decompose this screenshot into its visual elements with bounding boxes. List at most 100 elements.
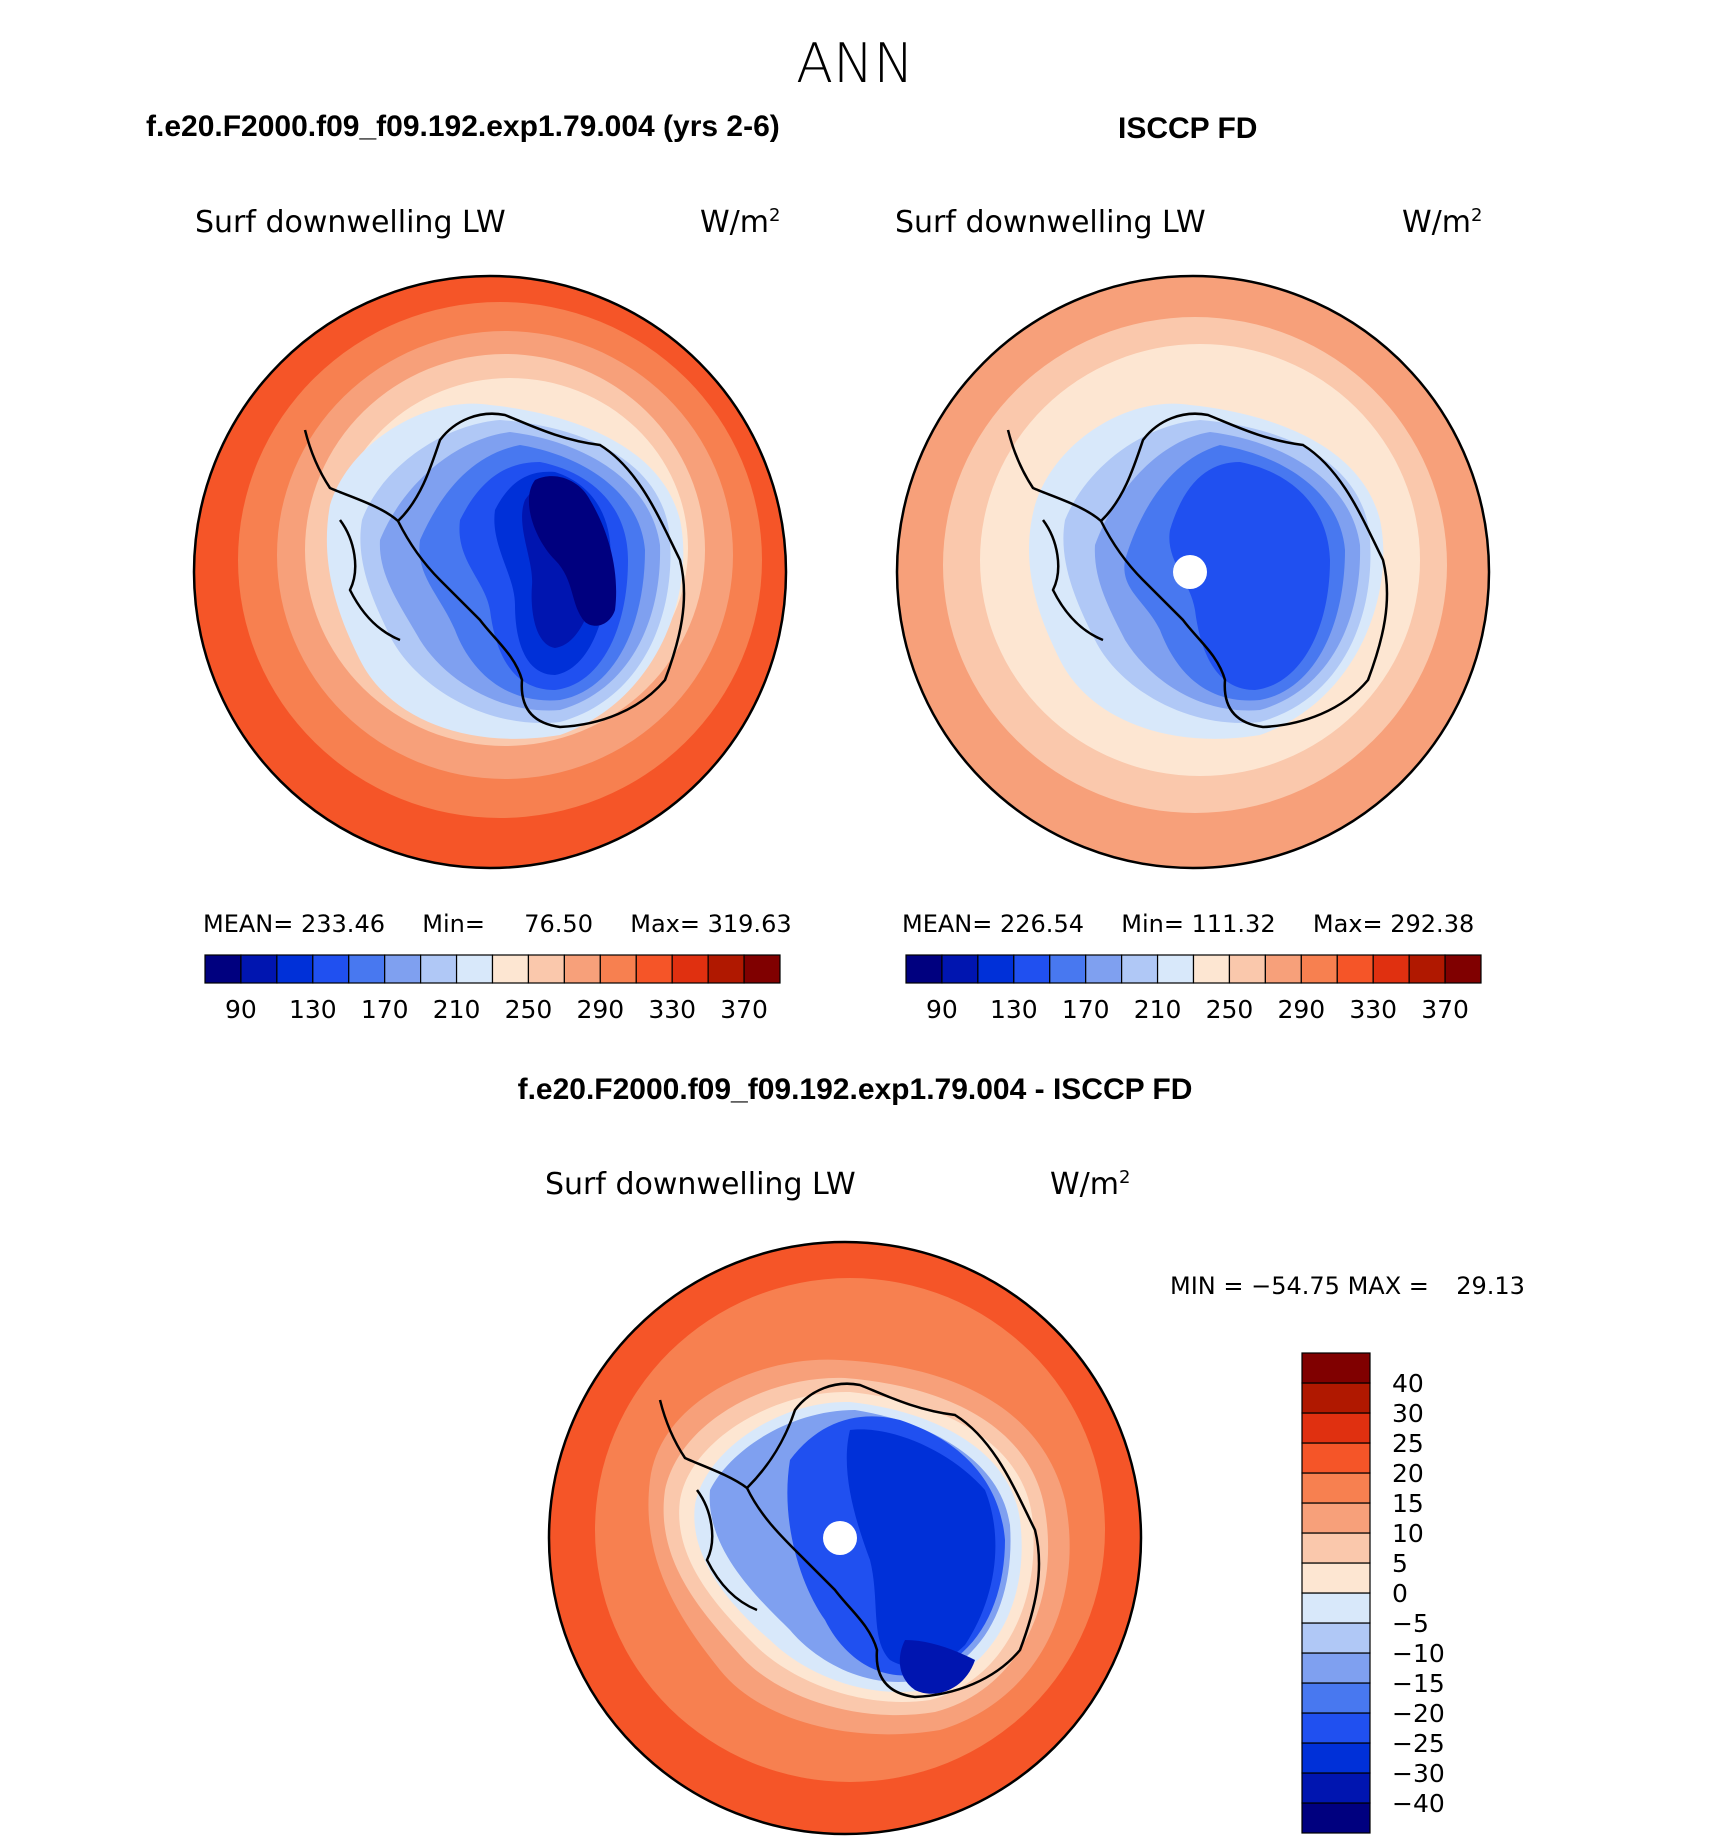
obs-map [895, 274, 1491, 870]
diff-map [547, 1240, 1143, 1836]
colorbar-bin [348, 954, 386, 984]
colorbar-bin [1301, 1532, 1371, 1564]
colorbar-tick-label: 25 [1392, 1429, 1424, 1458]
colorbar-bin [707, 954, 745, 984]
model-min-label: Min= [422, 910, 485, 938]
colorbar-bin [276, 954, 314, 984]
colorbar-bin [1301, 1472, 1371, 1504]
colorbar-bin [1444, 954, 1482, 984]
colorbar-tick-label: 290 [576, 995, 624, 1024]
colorbar-bin [527, 954, 565, 984]
colorbar-tick-label: 170 [1062, 995, 1110, 1024]
diff-max-label: MAX = [1347, 1272, 1429, 1300]
model-title: f.e20.F2000.f09_f09.192.exp1.79.004 (yrs… [146, 110, 780, 143]
colorbar-bin [635, 954, 673, 984]
obs-min-label: Min= [1121, 910, 1184, 938]
season-title: ANN [796, 32, 914, 95]
obs-stats: MEAN= 226.54 Min= 111.32 Max= 292.38 [902, 910, 1474, 938]
colorbar-bin [1301, 1652, 1371, 1684]
colorbar-tick-label: 15 [1392, 1489, 1424, 1518]
obs-mean-value: 226.54 [1000, 910, 1084, 938]
colorbar-tick-label: −25 [1392, 1729, 1445, 1758]
model-units-base: W/m [700, 205, 769, 240]
colorbar-bin [1301, 1412, 1371, 1444]
colorbar-tick-label: 5 [1392, 1549, 1408, 1578]
colorbar-tick-label: −5 [1392, 1609, 1429, 1638]
diff-units-base: W/m [1050, 1167, 1119, 1202]
colorbar-bin [1301, 1382, 1371, 1414]
colorbar-bin [1301, 1712, 1371, 1744]
colorbar-tick-label: −10 [1392, 1639, 1445, 1668]
colorbar-bin [1264, 954, 1302, 984]
colorbar-tick-label: 330 [648, 995, 696, 1024]
colorbar-bin [455, 954, 494, 984]
model-colorbar: 90 130 170 210 250 290 330 370 [204, 954, 781, 1024]
colorbar-tick-label: 210 [1134, 995, 1182, 1024]
colorbar-bin [1228, 954, 1266, 984]
colorbar-bin [204, 954, 242, 984]
colorbar-tick-label: 40 [1392, 1369, 1424, 1398]
model-mean-label: MEAN= [203, 910, 294, 938]
diff-max-value: 29.13 [1456, 1272, 1525, 1300]
colorbar-bin [743, 954, 781, 984]
colorbar-tick-label: 290 [1277, 995, 1325, 1024]
diff-stats: MIN = −54.75 MAX = 29.13 [1170, 1272, 1525, 1300]
model-stats: MEAN= 233.46 Min= 76.50 Max= 319.63 [203, 910, 792, 938]
obs-max-label: Max= [1312, 910, 1383, 938]
colorbar-tick-label: 370 [720, 995, 768, 1024]
colorbar-tick-label: 130 [990, 995, 1038, 1024]
colorbar-bin [1301, 1562, 1371, 1594]
colorbar-tick-label: 90 [225, 995, 257, 1024]
diff-variable-label: Surf downwelling LW [545, 1167, 856, 1202]
colorbar-bin [1301, 1772, 1371, 1804]
obs-max-value: 292.38 [1390, 910, 1475, 938]
colorbar-tick-label: 250 [505, 995, 553, 1024]
colorbar-tick-label: 30 [1392, 1399, 1424, 1428]
model-units-exp: 2 [769, 205, 781, 226]
colorbar-bin [1301, 1622, 1371, 1654]
obs-title: ISCCP FD [1118, 112, 1258, 145]
diff-min-label: MIN = [1170, 1272, 1244, 1300]
diff-min-value: −54.75 [1251, 1272, 1340, 1300]
colorbar-bin [1049, 954, 1087, 984]
colorbar-bin [1301, 1802, 1371, 1834]
obs-colorbar: 90 130 170 210 250 290 330 370 [905, 954, 1482, 1024]
model-max-label: Max= [630, 910, 700, 938]
colorbar-bin [1121, 954, 1159, 984]
obs-units: W/m2 [1402, 205, 1482, 240]
colorbar-bin [977, 954, 1015, 984]
colorbar-bin [599, 954, 637, 984]
obs-units-exp: 2 [1471, 205, 1483, 226]
obs-variable-label: Surf downwelling LW [895, 205, 1206, 240]
colorbar-tick-label: 130 [289, 995, 337, 1024]
diff-units-exp: 2 [1119, 1167, 1131, 1188]
model-units: W/m2 [700, 205, 780, 240]
diff-units: W/m2 [1050, 1167, 1130, 1202]
colorbar-bin [1013, 954, 1051, 984]
colorbar-bin [1156, 954, 1195, 984]
obs-min-value: 111.32 [1191, 910, 1276, 938]
colorbar-tick-label: 90 [926, 995, 958, 1024]
colorbar-tick-label: 210 [433, 995, 481, 1024]
obs-mean-label: MEAN= [902, 910, 993, 938]
colorbar-bin [420, 954, 458, 984]
colorbar-bin [1085, 954, 1123, 984]
colorbar-bin [1301, 1352, 1371, 1384]
colorbar-tick-label: 370 [1421, 995, 1469, 1024]
diff-title: f.e20.F2000.f09_f09.192.exp1.79.004 - IS… [517, 1073, 1193, 1106]
colorbar-tick-label: −20 [1392, 1699, 1445, 1728]
colorbar-bin [384, 954, 422, 984]
colorbar-tick-label: 170 [361, 995, 409, 1024]
obs-units-base: W/m [1402, 205, 1471, 240]
colorbar-bin [905, 954, 943, 984]
colorbar-bin [563, 954, 601, 984]
colorbar-tick-label: −15 [1392, 1669, 1445, 1698]
model-variable-label: Surf downwelling LW [195, 205, 506, 240]
model-min-value: 76.50 [524, 910, 593, 938]
model-mean-value: 233.46 [301, 910, 385, 938]
colorbar-bin [312, 954, 350, 984]
colorbar-tick-label: 250 [1206, 995, 1254, 1024]
colorbar-tick-label: 330 [1349, 995, 1397, 1024]
